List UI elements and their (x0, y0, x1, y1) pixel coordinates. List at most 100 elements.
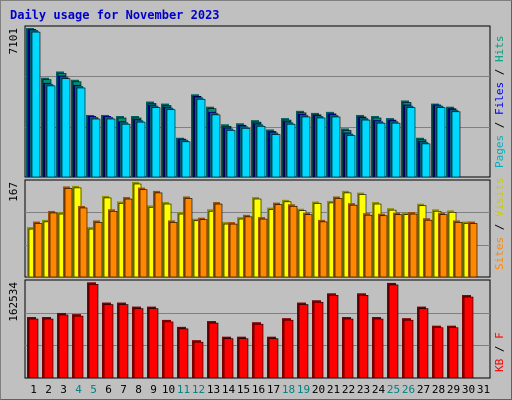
x-tick-label: 31 (477, 383, 490, 396)
y-max-label: 167 (7, 182, 20, 202)
bar-sites-day-7 (124, 198, 133, 278)
x-tick-label: 14 (222, 383, 236, 396)
bar-kbytes-day-2 (43, 318, 54, 379)
bar-kbytes-day-17 (268, 338, 279, 379)
bar-kbytes-day-9 (148, 308, 159, 379)
bar-kbytes-day-1 (28, 318, 39, 379)
bar-pages-day-13 (211, 114, 221, 178)
bar-pages-day-24 (376, 122, 386, 178)
bar-kbytes-day-16 (253, 323, 264, 379)
bar-sites-day-11 (184, 198, 193, 278)
bar-sites-day-22 (349, 204, 358, 278)
bar-kbytes-day-20 (313, 301, 324, 379)
bar-kbytes-day-25 (388, 284, 399, 379)
bar-sites-day-6 (109, 210, 118, 278)
x-tick-label: 20 (312, 383, 325, 396)
bar-kbytes-day-7 (118, 304, 129, 379)
x-tick-label: 5 (90, 383, 97, 396)
bar-sites-day-29 (454, 222, 463, 278)
bar-pages-day-20 (316, 117, 326, 178)
bar-sites-day-24 (379, 215, 388, 278)
x-tick-label: 27 (417, 383, 430, 396)
side-label-kb: KB (493, 358, 506, 372)
bar-pages-day-27 (421, 143, 431, 178)
bar-sites-day-10 (169, 222, 178, 278)
bar-sites-day-25 (394, 214, 403, 278)
bar-kbytes-day-8 (133, 308, 144, 379)
x-tick-label: 17 (267, 383, 280, 396)
bar-kbytes-day-28 (433, 327, 444, 379)
bar-kbytes-day-4 (73, 315, 84, 379)
bar-sites-day-15 (244, 216, 253, 278)
bar-pages-day-29 (451, 111, 461, 178)
bar-sites-day-1 (34, 223, 43, 278)
side-label-visits: Visits (493, 177, 506, 217)
bar-pages-day-8 (136, 121, 146, 178)
series-side-label: KB / F (493, 332, 506, 372)
bar-pages-day-18 (286, 123, 296, 178)
x-tick-label: 16 (252, 383, 265, 396)
series-side-label: Sites / Visits (493, 177, 506, 270)
bar-pages-day-10 (166, 109, 176, 178)
x-tick-label: 8 (135, 383, 142, 396)
bar-sites-day-23 (364, 214, 373, 278)
bar-pages-day-6 (106, 118, 116, 178)
x-tick-label: 4 (75, 383, 82, 396)
bar-sites-day-16 (259, 218, 268, 278)
bar-pages-day-23 (361, 119, 371, 178)
bar-pages-day-5 (91, 118, 101, 178)
x-tick-label: 26 (402, 383, 415, 396)
bar-pages-day-1 (31, 31, 41, 178)
bar-sites-day-8 (139, 189, 148, 278)
chart-title: Daily usage for November 2023 (10, 8, 220, 22)
bar-pages-day-25 (391, 122, 401, 178)
bar-kbytes-day-30 (463, 296, 474, 379)
bar-sites-day-21 (334, 198, 343, 278)
bar-pages-day-26 (406, 107, 416, 178)
bar-sites-day-19 (304, 214, 313, 278)
x-tick-label: 28 (432, 383, 445, 396)
x-tick-label: 2 (45, 383, 52, 396)
bar-pages-day-2 (46, 85, 56, 178)
bar-kbytes-day-29 (448, 327, 459, 379)
y-max-label: 162534 (7, 282, 20, 322)
bar-pages-day-12 (196, 99, 206, 178)
bar-pages-day-9 (151, 107, 161, 178)
x-tick-label: 6 (105, 383, 112, 396)
bar-kbytes-day-21 (328, 294, 339, 379)
bar-kbytes-day-12 (193, 341, 204, 379)
x-tick-label: 18 (282, 383, 295, 396)
bar-pages-day-17 (271, 134, 281, 178)
bar-pages-day-28 (436, 107, 446, 178)
side-label-hits: Hits (493, 36, 506, 63)
bar-sites-day-28 (439, 214, 448, 278)
bar-pages-day-19 (301, 116, 311, 178)
y-max-label: 7101 (7, 28, 20, 55)
bar-sites-day-13 (214, 203, 223, 278)
x-tick-label: 9 (150, 383, 157, 396)
bar-sites-day-26 (409, 213, 418, 278)
bar-kbytes-day-3 (58, 314, 69, 379)
x-tick-label: 19 (297, 383, 310, 396)
bar-pages-day-7 (121, 123, 131, 178)
bar-sites-day-2 (49, 212, 58, 278)
bar-pages-day-11 (181, 141, 191, 178)
x-tick-label: 22 (342, 383, 355, 396)
side-label-separator: / (493, 217, 506, 237)
bar-sites-day-3 (64, 188, 73, 278)
bar-pages-day-21 (331, 116, 341, 178)
x-tick-label: 3 (60, 383, 67, 396)
bar-kbytes-day-5 (88, 284, 99, 379)
bar-sites-day-5 (94, 222, 103, 278)
side-label-pages: Pages (493, 135, 506, 168)
side-label-sites: Sites (493, 237, 506, 270)
x-tick-label: 30 (462, 383, 475, 396)
bar-sites-day-12 (199, 219, 208, 278)
bar-pages-day-3 (61, 78, 71, 178)
bar-kbytes-day-22 (343, 318, 354, 379)
bar-kbytes-day-6 (103, 304, 114, 379)
x-tick-label: 25 (387, 383, 400, 396)
bar-kbytes-day-26 (403, 319, 414, 379)
